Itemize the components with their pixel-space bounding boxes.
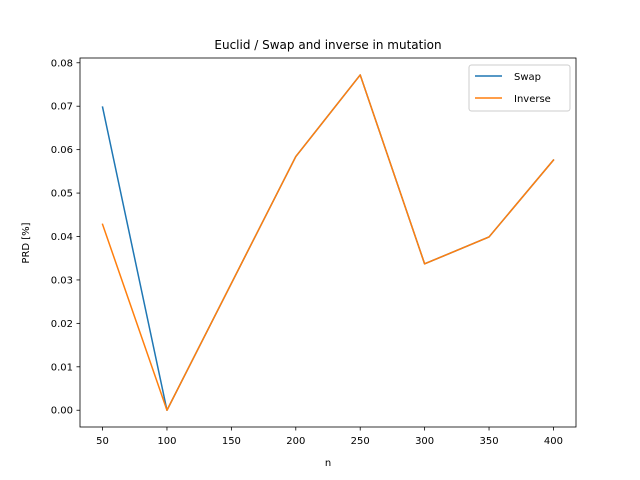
y-tick-label: 0.00 [51,406,73,417]
y-tick-label: 0.02 [51,319,73,330]
series-layer [101,74,555,411]
series-line-inverse [101,74,555,411]
legend-label-inverse: Inverse [514,94,551,105]
y-axis: 0.00 0.01 0.02 0.03 0.04 0.05 0.06 0.07 0.08 [51,58,80,417]
x-tick-label: 150 [222,436,241,447]
plot-frame [79,57,577,428]
x-tick-label: 250 [351,436,370,447]
x-tick-label: 200 [286,436,305,447]
y-tick-label: 0.03 [51,275,73,286]
axes-frame [79,57,577,428]
x-tick-label: 300 [415,436,434,447]
x-axis-title: n [325,458,331,469]
x-axis: 50 100 150 200 250 300 350 400 [96,427,563,447]
y-tick-label: 0.01 [51,362,73,373]
x-tick-label: 100 [157,436,176,447]
y-tick-label: 0.08 [51,58,73,69]
x-tick-label: 50 [96,436,109,447]
chart-title: Euclid / Swap and inverse in mutation [214,38,441,52]
y-tick-label: 0.05 [51,189,73,200]
legend: Swap Inverse [468,64,571,112]
y-tick-label: 0.04 [51,232,73,243]
x-tick-label: 350 [479,436,498,447]
y-tick-label: 0.06 [51,145,73,156]
y-axis-title: PRD [%] [21,222,32,263]
x-tick-label: 400 [544,436,563,447]
legend-label-swap: Swap [514,72,541,83]
y-tick-label: 0.07 [51,102,73,113]
